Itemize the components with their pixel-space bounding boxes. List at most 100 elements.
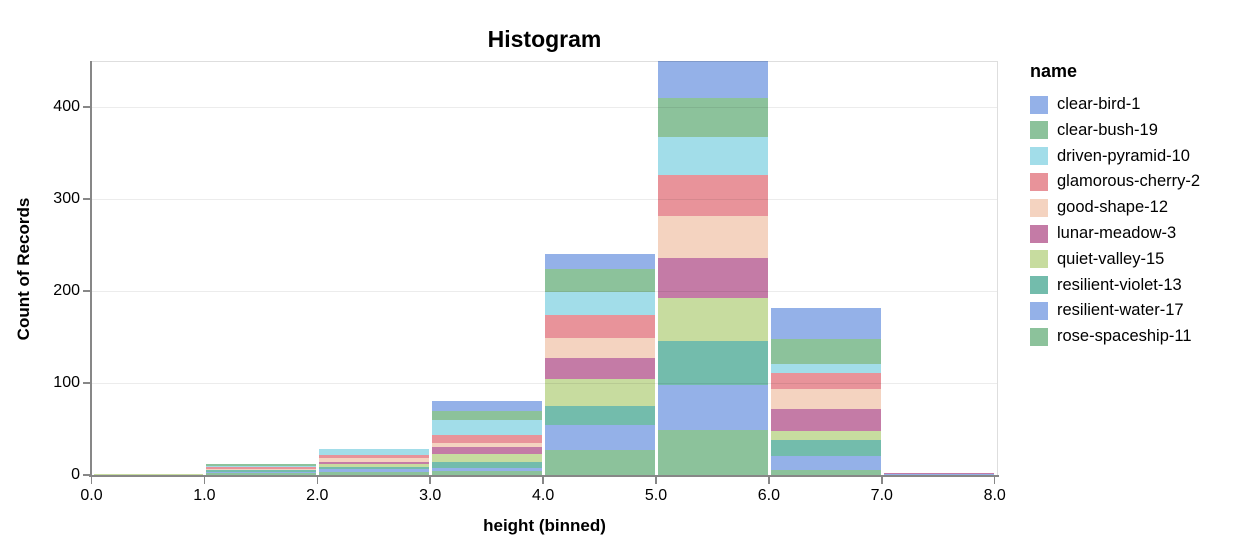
- bar-segment: [770, 363, 881, 373]
- y-tick-label: 0: [71, 466, 80, 483]
- bar-segment: [432, 419, 543, 436]
- y-axis-line: [90, 61, 92, 477]
- bar-segment: [432, 462, 543, 468]
- legend-swatch: [1030, 327, 1048, 346]
- legend-swatch: [1030, 172, 1048, 191]
- legend-label: resilient-water-17: [1057, 301, 1184, 320]
- legend-label: resilient-violet-13: [1057, 275, 1182, 294]
- legend-swatch: [1030, 250, 1048, 269]
- legend-swatch: [1030, 121, 1048, 140]
- bar-segment: [658, 97, 768, 138]
- legend-swatch: [1030, 301, 1048, 320]
- bar-segment: [545, 314, 655, 338]
- y-tick-label: 400: [53, 98, 80, 115]
- legend-item: lunar-meadow-3: [1030, 224, 1176, 243]
- bar-segment: [319, 466, 430, 470]
- gridline: [92, 107, 997, 108]
- x-tick: [429, 477, 431, 484]
- legend-item: quiet-valley-15: [1030, 250, 1164, 269]
- y-tick-label: 200: [53, 282, 80, 299]
- legend-label: clear-bird-1: [1057, 95, 1141, 113]
- legend-items: clear-bird-1 clear-bush-19 driven-pyramid-…: [1030, 0, 1252, 558]
- bar-segment: [206, 469, 317, 471]
- x-tick: [993, 477, 996, 484]
- x-tick: [768, 477, 770, 484]
- bar-segment: [432, 471, 543, 475]
- bar-segment: [432, 447, 543, 454]
- bar-segment: [206, 472, 317, 474]
- legend-item: resilient-violet-13: [1030, 276, 1182, 295]
- y-tick: [83, 198, 90, 200]
- y-tick: [83, 382, 90, 384]
- legend: name clear-bird-1 clear-bush-19 driven-pyr…: [1030, 0, 1252, 558]
- x-tick: [655, 477, 657, 484]
- plot-border-top: [92, 61, 997, 63]
- legend-item: clear-bird-1: [1030, 95, 1140, 114]
- x-tick-label: 1.0: [193, 487, 216, 504]
- bar-segment: [545, 268, 655, 292]
- bar-segment: [770, 430, 881, 441]
- bar-segment: [319, 462, 430, 464]
- legend-label: rose-spaceship-11: [1057, 327, 1192, 346]
- bar-segment: [319, 463, 430, 467]
- bar-segment: [432, 442, 543, 448]
- y-tick: [83, 290, 90, 292]
- bar-segment: [206, 473, 317, 475]
- chart-title: Histogram: [487, 26, 602, 52]
- x-tick-label: 8.0: [983, 487, 1006, 504]
- bar-segment: [658, 384, 768, 430]
- bar-segment: [658, 175, 768, 216]
- bar-segment: [432, 410, 543, 420]
- bar-segment: [319, 472, 430, 475]
- bar-segment: [883, 473, 994, 475]
- bar-segment: [545, 425, 655, 451]
- bar-segment: [206, 465, 317, 467]
- bar-segment: [319, 454, 430, 459]
- bar-segment: [206, 463, 317, 466]
- bar-segment: [545, 291, 655, 315]
- bar-segment: [432, 401, 543, 411]
- x-tick: [90, 477, 93, 484]
- legend-swatch: [1030, 147, 1048, 166]
- legend-item: driven-pyramid-10: [1030, 147, 1190, 166]
- gridline: [92, 383, 997, 384]
- bar-segment: [770, 455, 881, 471]
- x-tick: [542, 477, 544, 484]
- bar-segment: [545, 358, 655, 380]
- bar-segment: [883, 474, 994, 475]
- legend-label: clear-bush-19: [1057, 120, 1158, 139]
- x-axis-line: [89, 475, 999, 477]
- bar-segment: [206, 470, 317, 473]
- bar-segment: [432, 435, 543, 443]
- x-tick-label: 5.0: [644, 487, 668, 504]
- bar-segment: [432, 467, 543, 472]
- bar-segment: [545, 450, 655, 475]
- x-tick-label: 6.0: [757, 487, 781, 504]
- legend-item: rose-spaceship-11: [1030, 327, 1192, 346]
- legend-item: good-shape-12: [1030, 198, 1168, 217]
- bar-segment: [545, 254, 655, 269]
- bar-segment: [770, 338, 881, 364]
- bar-segment: [658, 298, 768, 341]
- x-tick-label: 2.0: [306, 487, 329, 504]
- legend-swatch: [1030, 95, 1048, 114]
- bar-segment: [658, 215, 768, 258]
- legend-item: resilient-water-17: [1030, 301, 1184, 320]
- gridline: [92, 291, 997, 292]
- legend-swatch: [1030, 276, 1048, 295]
- x-tick-label: 3.0: [419, 487, 442, 504]
- bar-segment: [319, 449, 430, 455]
- legend-item: clear-bush-19: [1030, 121, 1158, 140]
- x-tick: [881, 477, 883, 484]
- legend-label: quiet-valley-15: [1057, 249, 1165, 268]
- bar-segment: [93, 474, 204, 475]
- bar-segment: [206, 466, 317, 469]
- y-tick: [83, 474, 90, 476]
- legend-label: glamorous-cherry-2: [1057, 172, 1201, 191]
- x-tick: [203, 477, 206, 484]
- bar-segment: [545, 406, 655, 426]
- bar-segment: [658, 61, 768, 98]
- x-tick-label: 0.0: [80, 487, 103, 504]
